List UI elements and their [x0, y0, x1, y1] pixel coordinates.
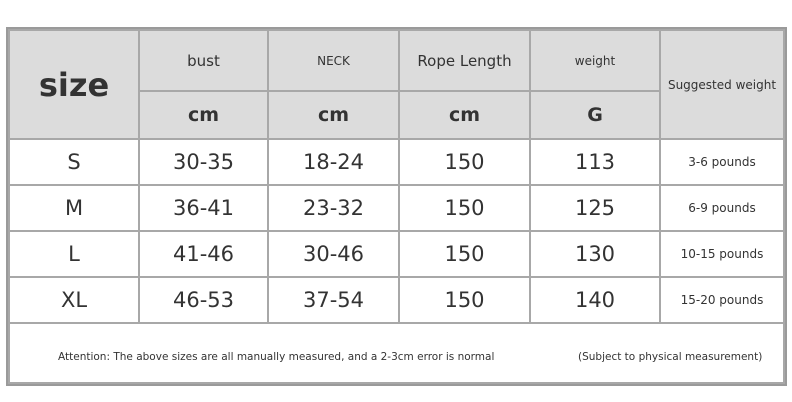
cell-size: S — [8, 138, 140, 186]
header-neck: NECK — [267, 29, 400, 92]
cell-bust: 30-35 — [138, 138, 269, 186]
cell-weight: 113 — [529, 138, 661, 186]
cell-size: XL — [8, 276, 140, 324]
cell-suggested: 10-15 pounds — [659, 230, 785, 278]
cell-bust: 36-41 — [138, 184, 269, 232]
cell-weight: 140 — [529, 276, 661, 324]
cell-suggested: 15-20 pounds — [659, 276, 785, 324]
unit-bust: cm — [138, 90, 269, 140]
cell-rope: 150 — [398, 184, 531, 232]
attention-note: Attention: The above sizes are all manua… — [58, 351, 495, 363]
cell-suggested: 3-6 pounds — [659, 138, 785, 186]
cell-neck: 30-46 — [267, 230, 400, 278]
cell-neck: 18-24 — [267, 138, 400, 186]
header-size: size — [8, 29, 140, 140]
table-row: M 36-41 23-32 150 125 6-9 pounds — [8, 184, 785, 232]
cell-rope: 150 — [398, 138, 531, 186]
cell-bust: 46-53 — [138, 276, 269, 324]
cell-rope: 150 — [398, 230, 531, 278]
cell-suggested: 6-9 pounds — [659, 184, 785, 232]
header-bust: bust — [138, 29, 269, 92]
unit-neck: cm — [267, 90, 400, 140]
table-row: S 30-35 18-24 150 113 3-6 pounds — [8, 138, 785, 186]
header-weight: weight — [529, 29, 661, 92]
footer: Attention: The above sizes are all manua… — [8, 322, 785, 384]
unit-weight: G — [529, 90, 661, 140]
table-row: XL 46-53 37-54 150 140 15-20 pounds — [8, 276, 785, 324]
cell-weight: 125 — [529, 184, 661, 232]
table-row: L 41-46 30-46 150 130 10-15 pounds — [8, 230, 785, 278]
cell-neck: 23-32 — [267, 184, 400, 232]
cell-bust: 41-46 — [138, 230, 269, 278]
cell-rope: 150 — [398, 276, 531, 324]
cell-neck: 37-54 — [267, 276, 400, 324]
header-suggested-weight: Suggested weight — [659, 29, 785, 140]
measurement-note: (Subject to physical measurement) — [578, 351, 763, 363]
cell-size: M — [8, 184, 140, 232]
cell-weight: 130 — [529, 230, 661, 278]
size-table: size bust NECK Rope Length weight Sugges… — [8, 29, 785, 384]
unit-rope-length: cm — [398, 90, 531, 140]
size-chart: size bust NECK Rope Length weight Sugges… — [6, 27, 787, 386]
header-rope-length: Rope Length — [398, 29, 531, 92]
cell-size: L — [8, 230, 140, 278]
